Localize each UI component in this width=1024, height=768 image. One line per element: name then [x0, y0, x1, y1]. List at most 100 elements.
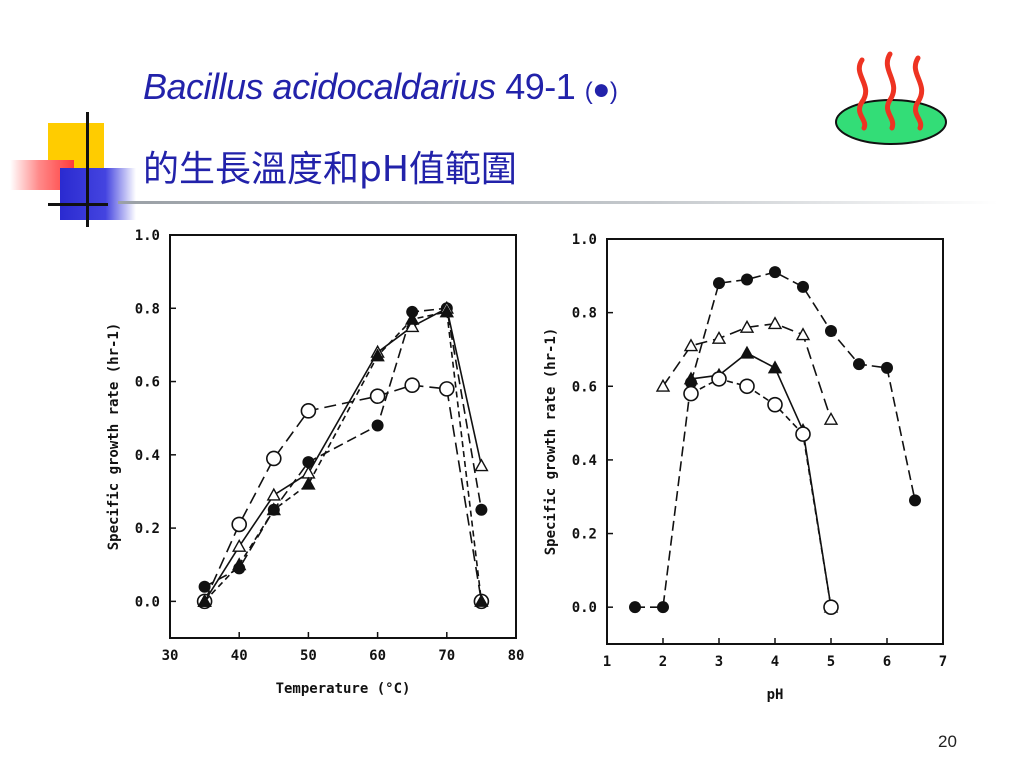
open-triangle-marker: [683, 338, 699, 352]
open-triangle-marker: [767, 316, 783, 330]
paren-close: ): [609, 78, 618, 105]
open-circle-marker: [795, 426, 811, 442]
filled-triangle-marker: [405, 311, 420, 325]
x-tick-label: 5: [827, 654, 835, 670]
open-circle-marker: [683, 385, 699, 402]
decor-vertical-line: [86, 112, 89, 227]
y-axis-label: Specific growth rate (hr-1): [106, 323, 122, 551]
filled-circle-marker: [909, 494, 921, 507]
filled-circle-marker: [713, 277, 725, 290]
filled-circle-marker: [797, 280, 809, 293]
paren-open: (: [584, 78, 593, 105]
open-circle-marker: [739, 378, 755, 395]
open-circle-marker: [823, 599, 839, 615]
steam-wave-middle: [884, 51, 897, 131]
y-tick-label: 1.0: [135, 228, 160, 244]
x-tick-label: 60: [369, 648, 386, 664]
filled-triangle-marker: [232, 557, 247, 571]
y-tick-label: 0.8: [135, 301, 160, 317]
open-triangle-marker: [711, 330, 727, 344]
y-axis-label: Specific growth rate (hr-1): [543, 328, 559, 556]
x-axis-label: pH: [767, 687, 784, 703]
filled-circle-marker: [198, 580, 211, 593]
filled-triangle-marker: [474, 593, 489, 607]
filled-circle-marker: [825, 325, 837, 338]
steaming-dish-icon: [835, 51, 947, 145]
steam-wave-left: [856, 57, 869, 131]
strain-number: 49-1: [495, 66, 585, 107]
open-triangle-marker: [739, 319, 755, 333]
filled-triangle-marker: [767, 360, 783, 374]
filled-circle-marker: [769, 266, 781, 279]
slide-title: Bacillus acidocaldarius 49-1 (●): [143, 66, 618, 108]
filled-triangle-marker: [370, 348, 385, 362]
series-line-open-circle: [690, 378, 832, 608]
filled-triangle-marker: [266, 502, 281, 516]
filled-triangle-marker: [197, 593, 212, 607]
x-tick-label: 30: [162, 648, 179, 664]
species-name: Bacillus acidocaldarius: [143, 66, 496, 107]
filled-triangle-marker: [739, 345, 755, 359]
open-triangle-marker: [474, 458, 489, 472]
open-circle-marker: [369, 388, 386, 404]
x-tick-label: 40: [231, 648, 248, 664]
open-triangle-marker: [232, 538, 247, 552]
x-tick-label: 3: [715, 654, 723, 670]
page-number: 20: [938, 732, 957, 751]
filled-triangle-marker: [301, 476, 316, 490]
ph-growth-chart: 1 2 3 4 5 6 7 0.0 0.2 0.4 0.6 0.8 1.0 pH Specific grow…: [543, 232, 947, 703]
plot-frame: [169, 234, 517, 639]
y-tick-label: 0.2: [135, 521, 160, 537]
filled-circle-marker: [741, 273, 753, 286]
series-line-open-circle: [203, 384, 483, 602]
filled-circle-symbol-icon: ●: [592, 73, 610, 106]
y-tick-label: 0.0: [135, 594, 160, 610]
steam-wave-right: [912, 55, 925, 131]
decor-blue-gradient-block: [60, 168, 136, 220]
y-tick-label: 1.0: [572, 232, 597, 248]
open-circle-marker: [711, 371, 727, 387]
filled-circle-marker: [853, 358, 865, 371]
open-circle-marker: [266, 450, 282, 467]
x-tick-label: 70: [438, 648, 455, 664]
plot-frame: [606, 238, 944, 645]
slide-subtitle: 的生長溫度和pH值範圍: [143, 149, 517, 190]
open-triangle-marker: [823, 411, 839, 425]
x-axis-label: Temperature (°C): [276, 681, 411, 697]
filled-triangle-marker: [439, 304, 454, 318]
y-tick-label: 0.8: [572, 306, 597, 322]
y-tick-label: 0.4: [135, 448, 160, 464]
open-triangle-marker: [795, 327, 811, 341]
x-tick-label: 2: [659, 654, 667, 670]
x-tick-label: 80: [508, 648, 525, 664]
x-tick-label: 4: [771, 654, 779, 670]
series-line-filled-circle: [204, 307, 483, 588]
y-tick-label: 0.2: [572, 527, 597, 543]
open-circle-marker: [438, 381, 455, 397]
filled-circle-marker: [657, 601, 669, 614]
y-tick-label: 0.0: [572, 600, 597, 616]
open-circle-marker: [767, 396, 783, 413]
filled-circle-marker: [881, 361, 893, 374]
decor-horizontal-line: [48, 203, 108, 206]
filled-circle-marker: [475, 503, 488, 516]
x-tick-label: 7: [939, 654, 947, 670]
y-tick-label: 0.6: [572, 379, 597, 395]
y-tick-label: 0.6: [135, 375, 160, 391]
x-tick-label: 50: [300, 648, 317, 664]
open-circle-marker: [404, 377, 421, 394]
filled-circle-marker: [629, 601, 641, 614]
filled-circle-marker: [302, 456, 315, 469]
x-tick-label: 6: [883, 654, 891, 670]
title-underline-rule: [118, 201, 998, 204]
open-triangle-marker: [405, 319, 420, 333]
open-triangle-marker: [655, 378, 671, 392]
series-line-filled-triangle: [204, 310, 483, 602]
temperature-growth-chart: 30 40 50 60 70 80 0.0 0.2 0.4 0.6 0.8 1.0 Temperatur…: [106, 228, 525, 697]
open-circle-marker: [231, 516, 247, 533]
x-tick-label: 1: [603, 654, 611, 670]
open-circle-marker: [300, 403, 317, 419]
filled-triangle-marker: [683, 371, 699, 385]
open-triangle-marker: [266, 487, 281, 501]
y-tick-label: 0.4: [572, 453, 597, 469]
